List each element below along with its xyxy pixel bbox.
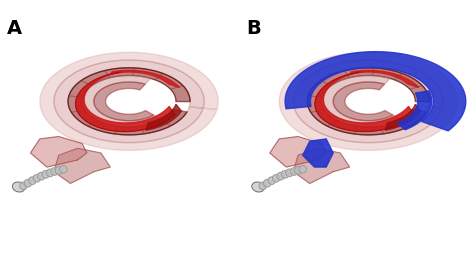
Circle shape (24, 179, 32, 187)
Circle shape (290, 168, 298, 175)
Ellipse shape (252, 182, 264, 192)
Circle shape (286, 169, 293, 177)
Circle shape (42, 171, 49, 178)
Circle shape (273, 175, 280, 182)
Circle shape (259, 182, 266, 190)
Polygon shape (146, 104, 182, 130)
Polygon shape (54, 148, 110, 183)
Circle shape (299, 166, 307, 173)
Circle shape (55, 167, 63, 174)
Polygon shape (94, 82, 154, 121)
Circle shape (277, 172, 284, 180)
Circle shape (281, 171, 289, 178)
Polygon shape (82, 76, 162, 127)
Polygon shape (293, 60, 444, 143)
Polygon shape (321, 76, 401, 127)
Circle shape (294, 167, 302, 174)
Polygon shape (315, 72, 414, 132)
Circle shape (28, 177, 36, 184)
Circle shape (33, 175, 40, 182)
Polygon shape (75, 72, 175, 132)
Polygon shape (385, 104, 421, 130)
Circle shape (37, 172, 45, 180)
Circle shape (51, 168, 58, 175)
Circle shape (264, 179, 271, 187)
Polygon shape (333, 82, 393, 121)
Text: B: B (246, 19, 261, 38)
Polygon shape (40, 52, 218, 150)
Text: A: A (7, 19, 22, 38)
Polygon shape (350, 70, 419, 88)
Ellipse shape (12, 182, 25, 192)
Polygon shape (285, 52, 466, 131)
Polygon shape (54, 60, 204, 143)
Polygon shape (397, 91, 432, 130)
Circle shape (20, 182, 27, 190)
Polygon shape (270, 136, 326, 167)
Polygon shape (279, 52, 457, 150)
Polygon shape (308, 68, 429, 135)
Polygon shape (30, 136, 87, 167)
Polygon shape (303, 139, 333, 167)
Polygon shape (68, 68, 190, 135)
Circle shape (60, 166, 67, 173)
Circle shape (268, 177, 275, 184)
Polygon shape (110, 70, 180, 88)
Circle shape (46, 169, 54, 177)
Polygon shape (293, 148, 350, 183)
